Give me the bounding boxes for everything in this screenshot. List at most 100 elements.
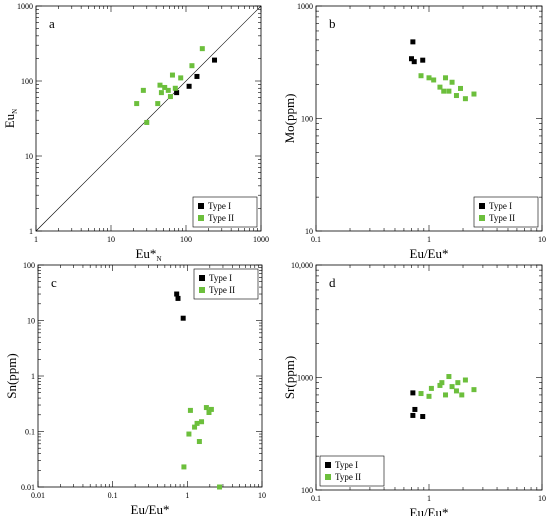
y-tick-label: 100 bbox=[21, 77, 33, 86]
y-tick-label: 1000 bbox=[297, 2, 313, 11]
legend-swatch bbox=[325, 474, 331, 480]
type1-point bbox=[420, 57, 426, 63]
type2-point bbox=[199, 46, 205, 52]
x-tick-label: 10 bbox=[538, 235, 546, 244]
type2-point bbox=[462, 377, 468, 383]
type1-point bbox=[408, 56, 414, 62]
type2-point bbox=[453, 388, 459, 394]
y-axis-label: Mo(ppm) bbox=[282, 94, 297, 144]
type1-point bbox=[410, 412, 416, 418]
y-tick-label: 1 bbox=[31, 372, 35, 381]
type2-point bbox=[426, 75, 432, 81]
type2-point bbox=[157, 82, 163, 88]
x-tick-label: 10 bbox=[538, 494, 546, 503]
legend-box bbox=[192, 196, 258, 228]
type2-point bbox=[449, 384, 455, 390]
x-tick-label: 1 bbox=[427, 235, 431, 244]
legend: Type I Type II bbox=[192, 196, 258, 228]
type1-point bbox=[411, 59, 417, 65]
y-tick-label: 100 bbox=[301, 486, 313, 495]
type2-point bbox=[446, 88, 452, 94]
type1-point bbox=[180, 315, 186, 321]
x-tick-label: 0.1 bbox=[311, 494, 321, 503]
x-tick-label: 1000 bbox=[253, 235, 269, 244]
type2-point bbox=[418, 73, 424, 79]
y-tick-label: 0.01 bbox=[21, 483, 35, 492]
type2-point bbox=[181, 464, 187, 470]
legend-label: Type II bbox=[335, 472, 361, 482]
type2-point bbox=[199, 419, 205, 425]
y-axis-label: Sn(ppm) bbox=[4, 353, 19, 399]
type2-point bbox=[437, 84, 443, 90]
y-tick-label: 1000 bbox=[17, 2, 33, 11]
type2-point bbox=[167, 94, 173, 100]
type2-point bbox=[134, 101, 140, 107]
panel-b: 0.1 1 10 10 100 1000 b Type I Type II Eu/Eu* Mo(pp… bbox=[282, 2, 546, 261]
panel-letter: d bbox=[329, 275, 336, 290]
legend-label: Type II bbox=[208, 213, 234, 223]
legend: Type I Type II bbox=[319, 455, 385, 487]
type2-point bbox=[178, 75, 184, 81]
type2-point bbox=[208, 406, 214, 412]
type2-point bbox=[457, 85, 463, 91]
x-axis-label: Eu/Eu* bbox=[131, 502, 170, 516]
type2-point bbox=[140, 87, 146, 93]
type2-point bbox=[187, 407, 193, 413]
legend-swatch bbox=[199, 287, 205, 293]
type2-point bbox=[462, 96, 468, 102]
legend: Type I Type II bbox=[473, 196, 539, 228]
type2-point bbox=[418, 391, 424, 397]
panel-c: 0.01 0.1 1 10 0.01 0.1 1 10 100 c Type I Type II Eu/… bbox=[4, 261, 266, 516]
reference-line bbox=[35, 5, 262, 232]
x-tick-label: 1 bbox=[427, 494, 431, 503]
panel-letter: b bbox=[329, 16, 336, 31]
y-tick-label: 0.1 bbox=[25, 428, 35, 437]
y-tick-label: 1000 bbox=[297, 374, 313, 383]
type2-point bbox=[471, 387, 477, 393]
type2-point bbox=[169, 72, 175, 78]
y-tick-label: 10 bbox=[25, 152, 33, 161]
legend-swatch bbox=[198, 203, 204, 209]
type2-point bbox=[453, 93, 459, 99]
legend: Type I Type II bbox=[193, 268, 259, 300]
type2-point bbox=[196, 439, 202, 445]
type1-point bbox=[186, 83, 192, 89]
type2-point bbox=[194, 420, 200, 426]
panel-letter: c bbox=[51, 275, 57, 290]
legend-box bbox=[319, 455, 385, 487]
type2-point bbox=[441, 88, 447, 94]
panel-letter: a bbox=[49, 16, 55, 31]
legend-label: Type I bbox=[208, 201, 231, 211]
type2-point bbox=[449, 79, 455, 85]
x-tick-label: 10 bbox=[258, 491, 266, 500]
y-tick-label: 10,000 bbox=[291, 261, 313, 270]
type2-point bbox=[426, 393, 432, 399]
type2-point bbox=[162, 84, 168, 90]
y-tick-label: 100 bbox=[301, 115, 313, 124]
type2-point bbox=[217, 484, 223, 490]
y-tick-label: 1 bbox=[29, 227, 33, 236]
type2-point bbox=[192, 424, 198, 430]
type2-point bbox=[144, 119, 150, 125]
type1-point bbox=[174, 90, 180, 96]
type2-point bbox=[455, 380, 461, 386]
y-axis-label: Sr(ppm) bbox=[282, 356, 297, 399]
legend-label: Type I bbox=[335, 460, 358, 470]
x-tick-label: 1 bbox=[34, 235, 38, 244]
x-tick-label: 100 bbox=[180, 235, 192, 244]
type2-point bbox=[155, 101, 161, 107]
type1-point bbox=[410, 390, 416, 396]
y-tick-label: 10 bbox=[27, 317, 35, 326]
type2-point bbox=[443, 75, 449, 81]
legend-swatch bbox=[198, 215, 204, 221]
type2-point bbox=[186, 431, 192, 437]
x-tick-label: 10 bbox=[107, 235, 115, 244]
type2-point bbox=[443, 392, 449, 398]
y-tick-label: 100 bbox=[23, 261, 35, 270]
type2-point bbox=[446, 374, 452, 380]
type2-point bbox=[439, 380, 445, 386]
type2-point bbox=[189, 63, 195, 69]
x-axis-label: Eu/Eu* bbox=[410, 505, 449, 516]
type1-point bbox=[174, 291, 180, 297]
x-axis-label: Eu/Eu* bbox=[410, 246, 449, 261]
